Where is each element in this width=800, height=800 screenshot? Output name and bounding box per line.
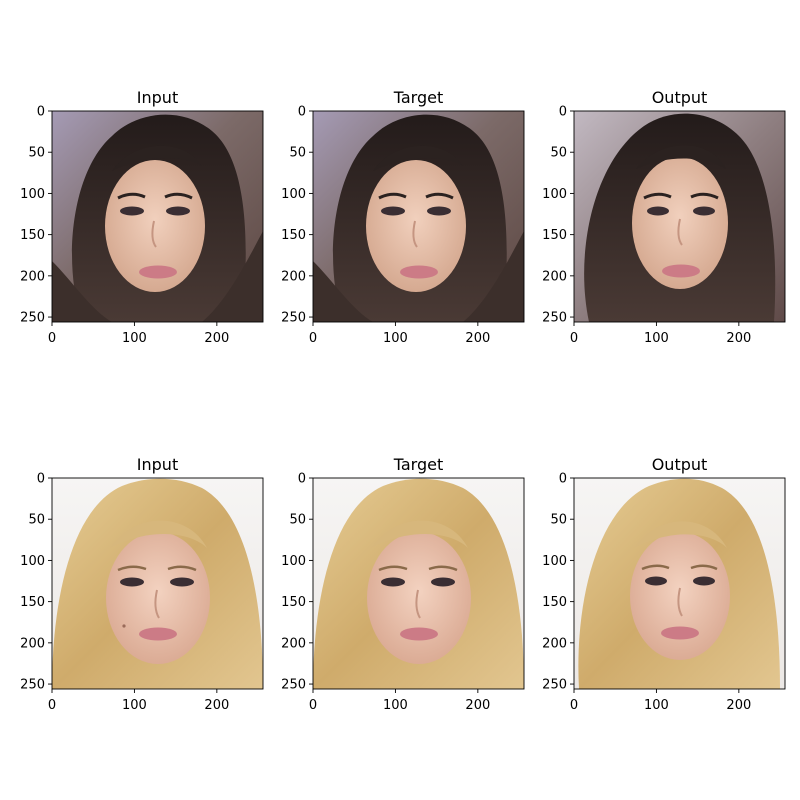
- axes-panel-6: 0 100 200 0 50 100 150 200 250: [542, 472, 786, 713]
- axes-frame: [51, 110, 264, 323]
- x-tick-label: 100: [383, 331, 408, 346]
- x-tick-label: 200: [465, 331, 490, 346]
- axes-frame: [573, 110, 786, 323]
- axes-frame: [312, 110, 525, 323]
- y-tick-label: 50: [28, 146, 45, 161]
- y-tick-label: 150: [281, 595, 306, 610]
- y-tick-label: 250: [542, 311, 567, 326]
- x-tick-label: 200: [465, 698, 490, 713]
- y-tick-label: 150: [542, 595, 567, 610]
- y-tick-label: 0: [37, 472, 45, 487]
- axes-panel-3: 0 100 200 0 50 100 150 200 250: [542, 105, 786, 346]
- panel-title: Input: [137, 455, 178, 474]
- x-tick-label: 0: [48, 331, 56, 346]
- y-tick-label: 0: [37, 105, 45, 120]
- y-tick-label: 50: [550, 146, 567, 161]
- y-tick-label: 100: [20, 554, 45, 569]
- y-tick-label: 50: [289, 513, 306, 528]
- panel-title: Input: [137, 88, 178, 107]
- x-tick-label: 200: [726, 698, 751, 713]
- y-tick-label: 200: [281, 636, 306, 651]
- axes-frame: [312, 477, 525, 690]
- y-tick-label: 0: [298, 105, 306, 120]
- y-tick-label: 100: [281, 554, 306, 569]
- y-tick-label: 0: [559, 105, 567, 120]
- x-tick-label: 200: [204, 331, 229, 346]
- y-tick-label: 0: [298, 472, 306, 487]
- y-tick-label: 100: [542, 554, 567, 569]
- axes-panel-2: 0 100 200 0 50 100 150 200 250: [281, 105, 525, 346]
- x-tick-label: 0: [570, 331, 578, 346]
- y-tick-label: 250: [542, 678, 567, 693]
- axes-panel-4: 0 100 200 0 50 100 150 200 250: [20, 472, 264, 713]
- panel-image-target-1: [313, 111, 524, 322]
- x-tick-label: 100: [644, 331, 669, 346]
- x-tick-label: 100: [122, 698, 147, 713]
- panel-output-2: Output: [652, 455, 708, 474]
- panel-title: Output: [652, 455, 708, 474]
- y-tick-label: 150: [542, 228, 567, 243]
- y-tick-label: 200: [542, 636, 567, 651]
- y-tick-label: 200: [281, 269, 306, 284]
- panel-input-1: Input: [137, 88, 178, 107]
- x-tick-label: 0: [309, 698, 317, 713]
- x-tick-label: 0: [570, 698, 578, 713]
- axes-frame: [51, 477, 264, 690]
- panel-image-target-2: [313, 478, 524, 689]
- y-tick-label: 150: [20, 228, 45, 243]
- panel-output-1: Output: [652, 88, 708, 107]
- y-tick-label: 200: [20, 269, 45, 284]
- panel-image-input-1: [52, 111, 263, 322]
- y-tick-label: 0: [559, 472, 567, 487]
- y-tick-label: 50: [550, 513, 567, 528]
- panel-image-input-2: [52, 478, 263, 689]
- y-tick-label: 100: [281, 187, 306, 202]
- x-tick-label: 0: [309, 331, 317, 346]
- panel-target-2: Target: [393, 455, 444, 474]
- y-tick-label: 150: [281, 228, 306, 243]
- x-tick-label: 0: [48, 698, 56, 713]
- y-tick-label: 50: [289, 146, 306, 161]
- x-tick-label: 200: [726, 331, 751, 346]
- y-tick-label: 100: [542, 187, 567, 202]
- x-tick-label: 100: [122, 331, 147, 346]
- axes-panel-1: 0 100 200 0 50 100 150 200 250: [20, 105, 264, 346]
- x-tick-label: 200: [204, 698, 229, 713]
- y-tick-label: 250: [20, 678, 45, 693]
- y-tick-label: 100: [20, 187, 45, 202]
- y-tick-label: 200: [542, 269, 567, 284]
- panel-title: Target: [393, 455, 444, 474]
- axes-panel-5: 0 100 200 0 50 100 150 200 250: [281, 472, 525, 713]
- axes-frame: [573, 477, 786, 690]
- y-tick-label: 250: [281, 311, 306, 326]
- y-tick-label: 250: [281, 678, 306, 693]
- panel-image-output-2: [574, 478, 785, 689]
- x-tick-label: 100: [644, 698, 669, 713]
- panel-image-output-1: [574, 111, 785, 322]
- y-tick-label: 200: [20, 636, 45, 651]
- panel-input-2: Input: [137, 455, 178, 474]
- panel-target-1: Target: [393, 88, 444, 107]
- y-tick-label: 150: [20, 595, 45, 610]
- panel-title: Target: [393, 88, 444, 107]
- y-tick-label: 250: [20, 311, 45, 326]
- x-tick-label: 100: [383, 698, 408, 713]
- y-tick-label: 50: [28, 513, 45, 528]
- panel-title: Output: [652, 88, 708, 107]
